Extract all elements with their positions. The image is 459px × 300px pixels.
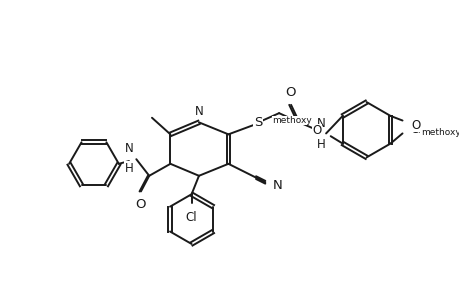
Text: H: H bbox=[316, 138, 325, 151]
Text: O: O bbox=[411, 118, 420, 132]
Text: O: O bbox=[284, 86, 295, 99]
Text: N: N bbox=[316, 117, 325, 130]
Text: H: H bbox=[124, 162, 133, 175]
Text: methoxy: methoxy bbox=[420, 128, 459, 137]
Text: O: O bbox=[312, 124, 321, 137]
Text: Cl: Cl bbox=[409, 123, 420, 136]
Text: methoxy: methoxy bbox=[272, 116, 312, 125]
Text: Cl: Cl bbox=[185, 211, 197, 224]
Text: N: N bbox=[194, 105, 203, 118]
Text: N: N bbox=[124, 142, 133, 154]
Text: N: N bbox=[272, 178, 282, 191]
Text: S: S bbox=[253, 116, 262, 129]
Text: O: O bbox=[134, 198, 145, 211]
